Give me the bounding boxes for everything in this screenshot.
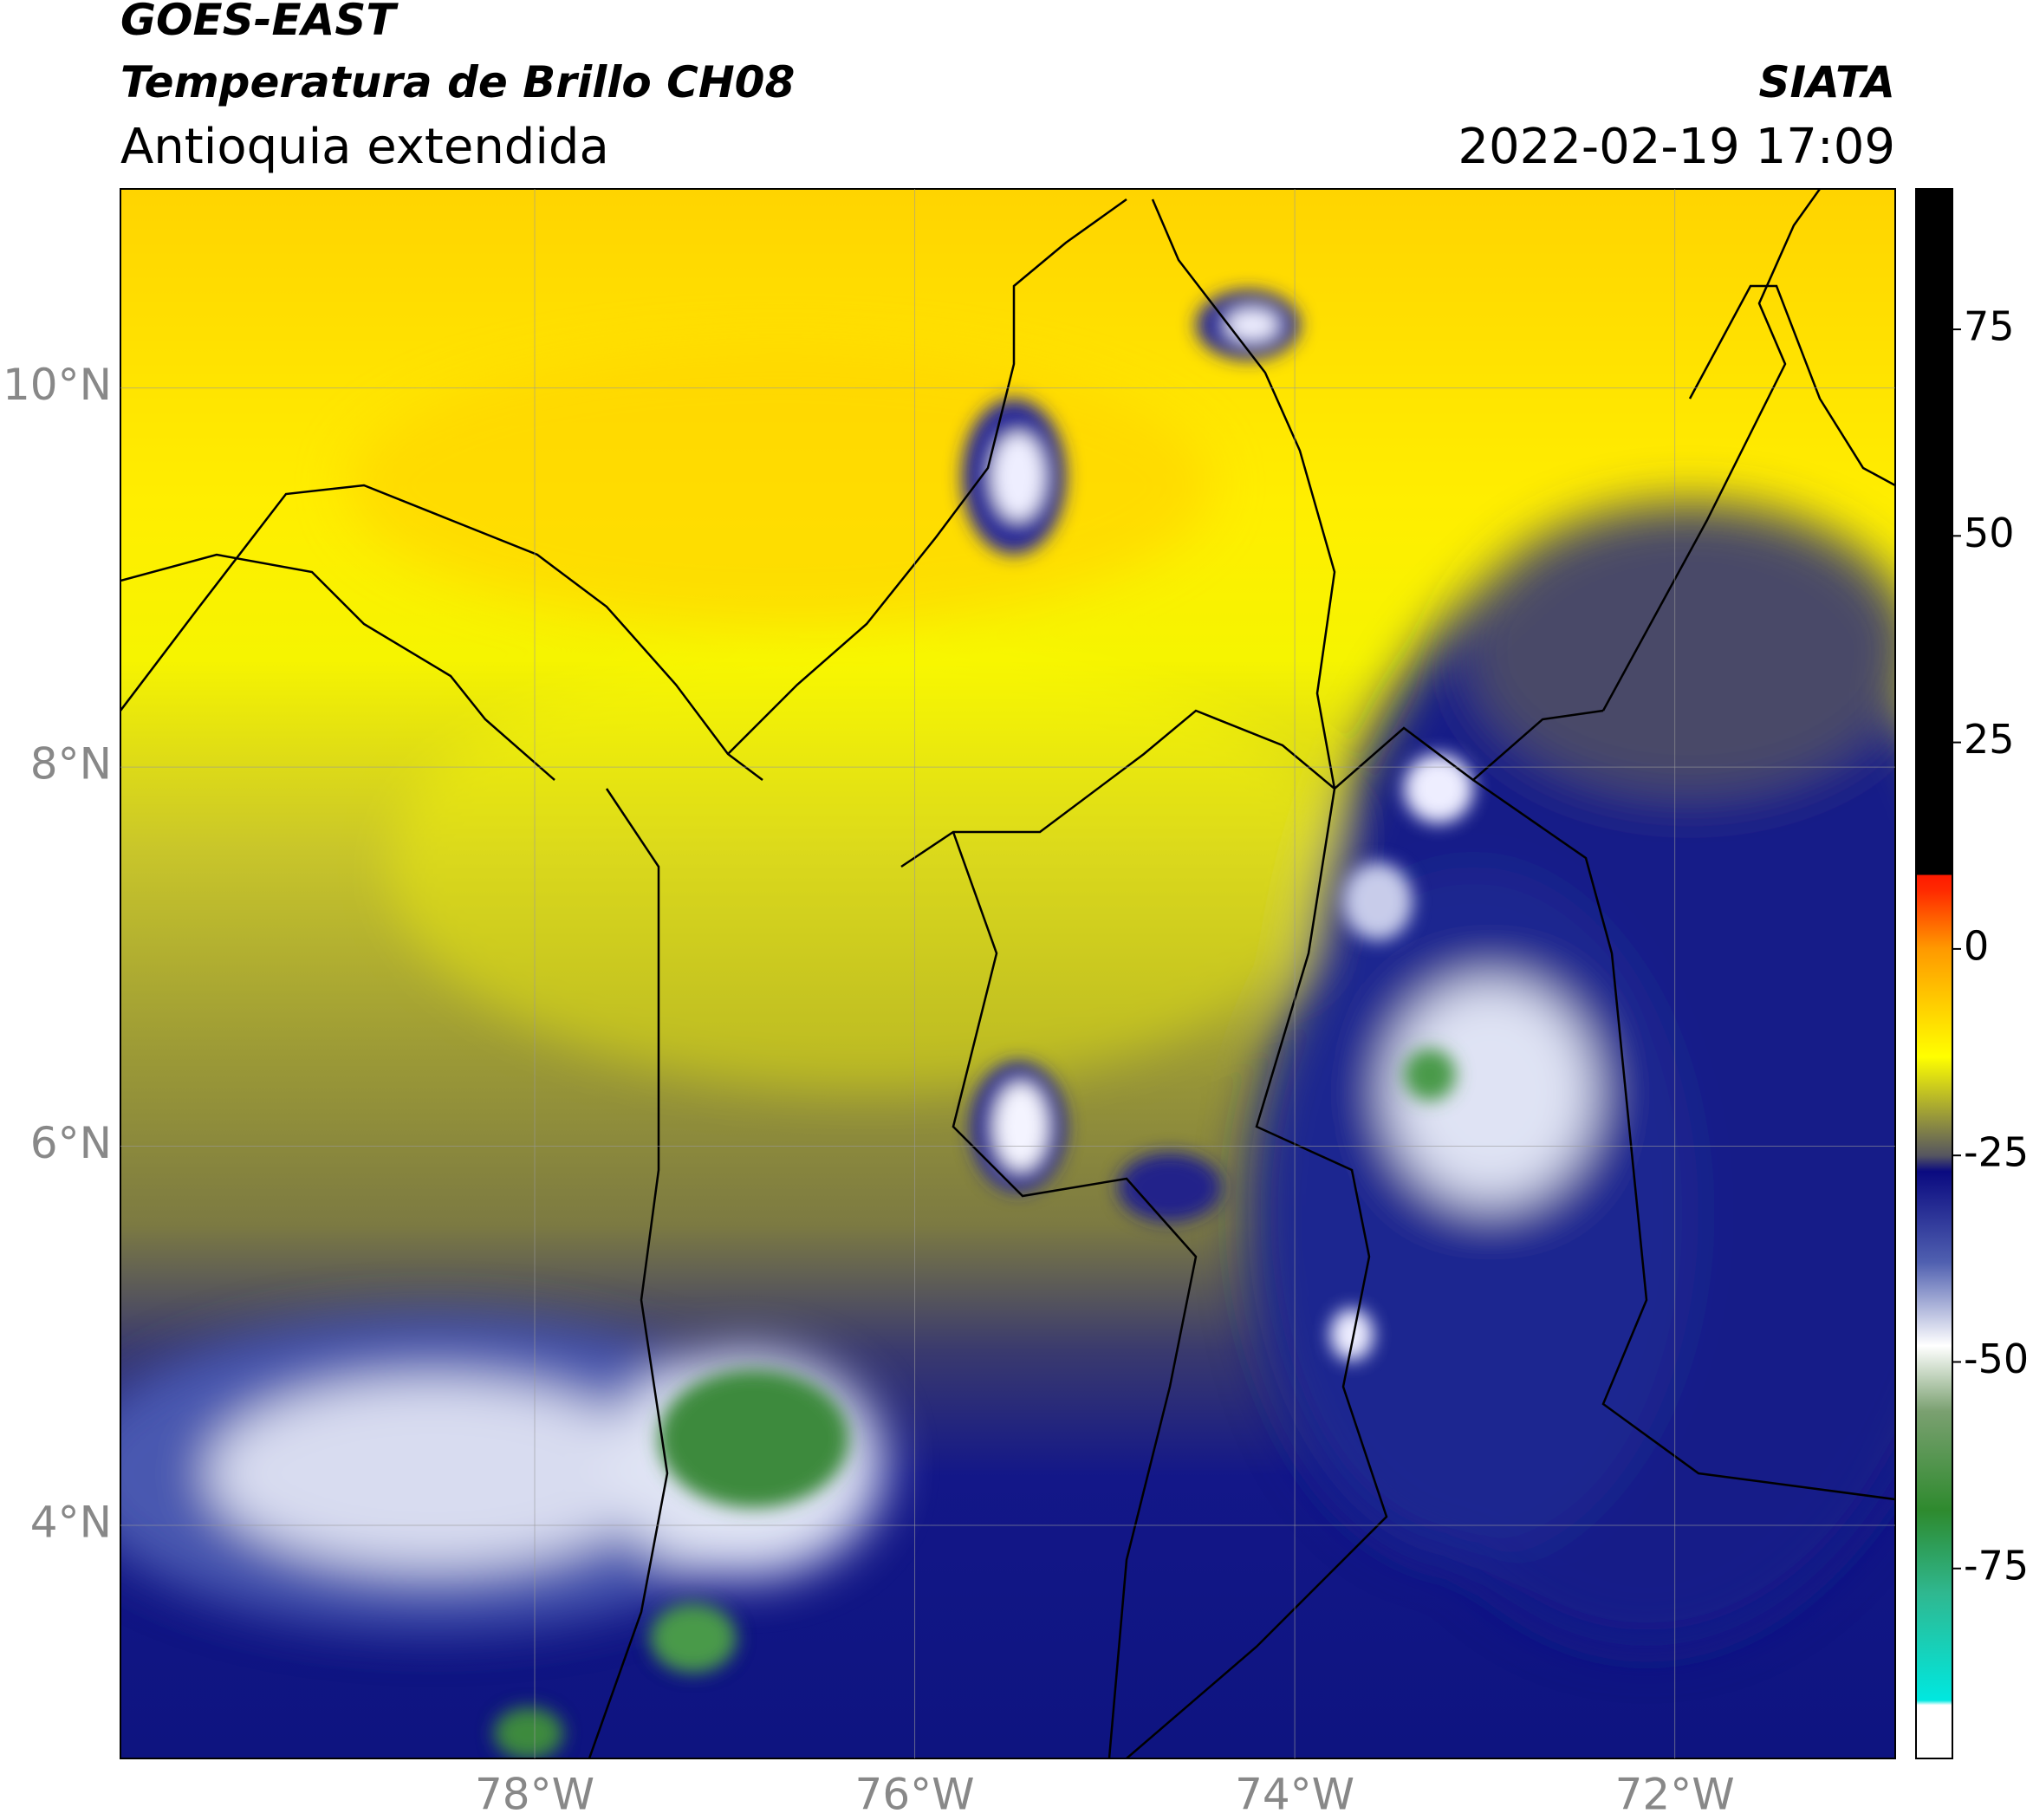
x-tick-label: 72°W xyxy=(1615,1770,1735,1820)
region: Antioquia extendida xyxy=(120,119,609,175)
x-tick-label: 76°W xyxy=(855,1770,975,1820)
colorbar-ticks: -75 -50 -25 0 25 50 75 xyxy=(1952,303,2029,1589)
x-tick-label: 78°W xyxy=(475,1770,594,1820)
colorbar-tick-label: -75 xyxy=(1964,1542,2029,1589)
y-tick-label: 4°N xyxy=(30,1497,112,1547)
graticule: 78°W 76°W 74°W 72°W 4°N 6°N 8°N 10°N xyxy=(3,189,1895,1820)
colorbar-tick-label: 50 xyxy=(1964,510,2015,556)
datetime: 2022-02-19 17:09 xyxy=(1458,119,1895,175)
y-tick-label: 10°N xyxy=(3,360,112,410)
colorbar-tick-label: -25 xyxy=(1964,1129,2029,1176)
source: SIATA xyxy=(1759,57,1895,107)
y-tick-label: 6°N xyxy=(30,1118,112,1168)
y-tick-label: 8°N xyxy=(30,739,112,790)
map-image xyxy=(120,189,1895,1758)
map-frame xyxy=(120,188,1896,1759)
title: GOES-EAST xyxy=(120,0,399,45)
colorbar-tick-label: -50 xyxy=(1964,1336,2029,1382)
x-tick-label: 74°W xyxy=(1235,1770,1354,1820)
subtitle: Temperatura de Brillo CH08 xyxy=(120,57,795,107)
colorbar-tick-label: 25 xyxy=(1964,716,2015,763)
colorbar xyxy=(1915,188,1953,1759)
colorbar-tick-label: 75 xyxy=(1964,303,2015,350)
colorbar-tick-label: 0 xyxy=(1964,922,1989,969)
